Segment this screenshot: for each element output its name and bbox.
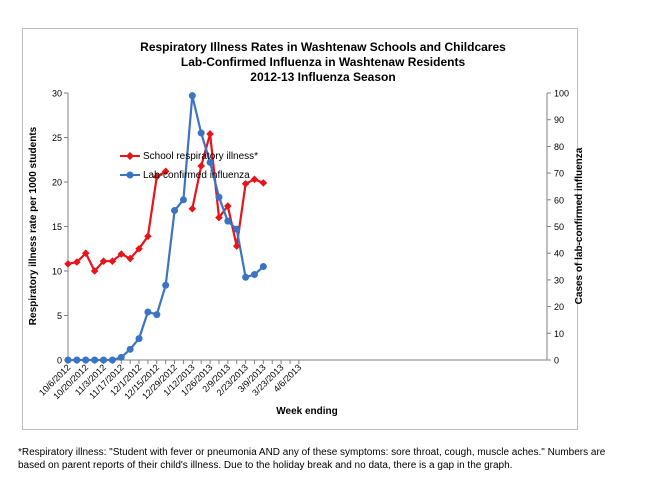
- data-point-school: [232, 242, 241, 250]
- legend-label-school: School respiratory illness*: [143, 151, 258, 162]
- y-right-tick-label: 0: [554, 356, 559, 366]
- data-point-influenza: [135, 335, 143, 343]
- chart-season: 2012-13 Influenza Season: [250, 70, 396, 84]
- data-point-influenza: [91, 356, 99, 364]
- data-point-school: [188, 204, 197, 213]
- data-point-school: [259, 179, 268, 187]
- data-point-influenza: [179, 196, 187, 204]
- y-left-tick-label: 25: [52, 133, 62, 143]
- footnote: *Respiratory illness: "Student with feve…: [18, 447, 606, 471]
- series-line-0: [67, 170, 167, 273]
- y-left-tick-label: 20: [52, 178, 62, 188]
- data-point-influenza: [171, 206, 179, 214]
- y-left-tick-label: 15: [52, 222, 62, 232]
- y-axis-right-label: Cases of lab-confirmed influenza: [574, 147, 585, 304]
- data-point-influenza: [224, 217, 232, 225]
- chart-title: Respiratory Illness Rates in Washtenaw S…: [140, 40, 506, 54]
- data-point-school: [135, 244, 143, 253]
- data-point-school: [206, 130, 214, 138]
- legend: School respiratory illness* Lab-confirme…: [120, 151, 258, 181]
- data-point-school: [161, 167, 170, 176]
- data-point-influenza: [73, 356, 81, 364]
- data-point-school: [108, 257, 117, 266]
- data-point-influenza: [250, 271, 258, 279]
- data-point-school: [215, 213, 223, 222]
- legend-label-influenza: Lab-confirmed influenza: [143, 170, 250, 181]
- data-point-influenza: [117, 353, 125, 361]
- data-point-influenza: [162, 281, 170, 289]
- y-right-tick-label: 40: [554, 249, 564, 259]
- data-point-influenza: [82, 356, 90, 364]
- data-point-influenza: [153, 311, 161, 319]
- data-point-influenza: [242, 273, 250, 281]
- chart-subtitle: Lab-Confirmed Influenza in Washtenaw Res…: [180, 55, 466, 69]
- data-point-influenza: [188, 92, 196, 100]
- y-right-tick-label: 70: [554, 169, 564, 179]
- y-right-tick-label: 80: [554, 142, 564, 152]
- y-right-tick-label: 60: [554, 195, 564, 205]
- data-point-school: [153, 172, 161, 181]
- y-left-tick-label: 0: [57, 356, 62, 366]
- data-point-school: [81, 249, 90, 257]
- y-right-tick-label: 100: [554, 89, 569, 99]
- y-axis-left-label: Respiratory illness rate per 1000 studen…: [28, 126, 39, 325]
- legend-marker-influenza: [126, 171, 134, 179]
- data-point-school: [64, 260, 72, 268]
- data-point-school: [90, 267, 99, 275]
- data-point-school: [144, 232, 152, 241]
- data-point-school: [126, 254, 134, 263]
- y-right-tick-label: 90: [554, 115, 564, 125]
- legend-marker-school: [126, 152, 134, 160]
- y-right-tick-label: 30: [554, 275, 564, 285]
- data-point-influenza: [64, 356, 72, 364]
- data-point-influenza: [259, 263, 267, 271]
- data-point-influenza: [100, 356, 108, 364]
- y-left-tick-label: 30: [52, 89, 62, 99]
- data-point-school: [224, 202, 232, 210]
- data-point-school: [250, 175, 259, 184]
- data-point-influenza: [197, 129, 205, 137]
- y-left-tick-label: 5: [57, 311, 62, 321]
- y-right-tick-label: 50: [554, 222, 564, 232]
- data-point-school: [99, 257, 108, 266]
- data-point-influenza: [126, 345, 134, 353]
- data-point-influenza: [144, 308, 152, 316]
- data-point-school: [197, 162, 205, 170]
- data-point-influenza: [108, 356, 116, 364]
- x-axis-label: Week ending: [276, 406, 338, 417]
- data-point-school: [117, 250, 126, 258]
- y-left-tick-label: 10: [52, 267, 62, 277]
- data-point-school: [73, 258, 81, 266]
- data-point-school: [241, 179, 250, 188]
- data-point-influenza: [206, 158, 214, 166]
- y-right-tick-label: 20: [554, 302, 564, 312]
- y-right-tick-label: 10: [554, 329, 564, 339]
- data-point-influenza: [233, 225, 241, 233]
- data-point-influenza: [215, 193, 223, 201]
- chart-frame: [22, 28, 578, 430]
